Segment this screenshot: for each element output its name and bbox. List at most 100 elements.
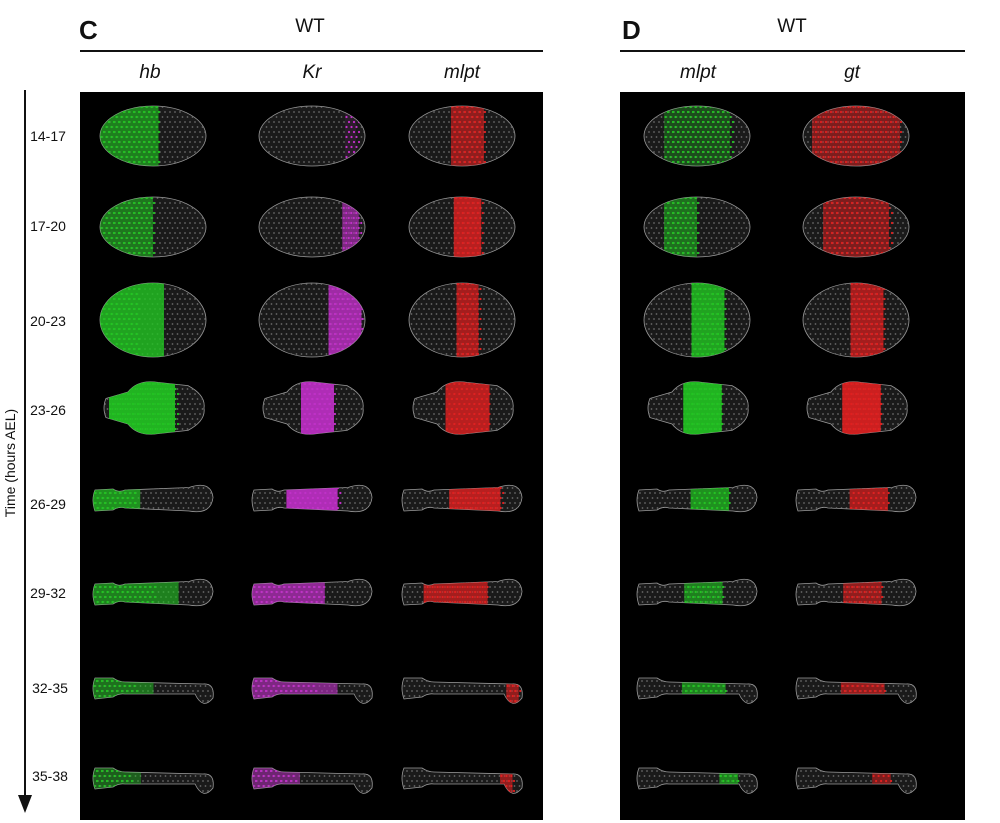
- embryo-gt-row-7: [794, 663, 919, 713]
- embryo-image: [643, 282, 751, 358]
- panel-d-letter: D: [622, 15, 641, 45]
- embryo-gt-row-2: [801, 195, 911, 259]
- panel-d-condition-title: WT: [777, 16, 807, 37]
- embryo-mlpt-row-1: [642, 104, 752, 168]
- embryo-image: [643, 105, 751, 167]
- embryo-image: [92, 677, 214, 704]
- embryo-mlpt-row-5: [633, 475, 761, 525]
- embryo-image: [795, 677, 917, 704]
- embryo-image: [99, 105, 207, 167]
- embryo-image: [92, 484, 214, 513]
- embryo-gt-row-1: [801, 104, 911, 168]
- embryo-kr-row-4: [257, 376, 367, 440]
- embryo-mlpt-row-8: [635, 753, 760, 803]
- embryo-mlpt-row-2: [407, 195, 517, 259]
- embryo-mlpt-row-5: [398, 475, 526, 525]
- panel-d-gene-label-mlpt: mlpt: [680, 62, 716, 83]
- embryo-gt-row-6: [792, 569, 920, 619]
- embryo-image: [401, 677, 523, 704]
- embryo-image: [408, 196, 516, 258]
- embryo-hb-row-5: [89, 475, 217, 525]
- embryo-image: [636, 677, 758, 704]
- embryo-image: [251, 484, 373, 513]
- embryo-image: [251, 578, 373, 607]
- embryo-mlpt-row-1: [407, 104, 517, 168]
- embryo-image: [636, 484, 758, 513]
- embryo-kr-row-6: [248, 569, 376, 619]
- embryo-hb-row-1: [98, 104, 208, 168]
- panel-c-letter: C: [79, 15, 98, 45]
- embryo-image: [258, 105, 366, 167]
- embryo-image: [92, 767, 214, 794]
- embryo-image: [643, 196, 751, 258]
- embryo-image: [251, 677, 373, 704]
- panel-c-gene-label-hb: hb: [139, 62, 161, 83]
- panel-c-condition-title: WT: [295, 16, 325, 37]
- embryo-image: [806, 381, 908, 435]
- panel-d-title-rule: [620, 50, 965, 52]
- embryo-image: [408, 282, 516, 358]
- time-label-17-20: 17-20: [30, 218, 66, 234]
- time-label-14-17: 14-17: [30, 128, 66, 144]
- embryo-image: [802, 196, 910, 258]
- embryo-image: [401, 484, 523, 513]
- embryo-gt-row-3: [801, 281, 911, 359]
- embryo-gt-row-8: [794, 753, 919, 803]
- embryo-image: [795, 767, 917, 794]
- embryo-gt-row-5: [792, 475, 920, 525]
- embryo-kr-row-5: [248, 475, 376, 525]
- embryo-kr-row-1: [257, 104, 367, 168]
- embryo-image: [802, 282, 910, 358]
- embryo-image: [401, 578, 523, 607]
- embryo-mlpt-row-4: [407, 376, 517, 440]
- embryo-image: [99, 196, 207, 258]
- embryo-mlpt-row-8: [400, 753, 525, 803]
- embryo-image: [636, 578, 758, 607]
- embryo-mlpt-row-2: [642, 195, 752, 259]
- embryo-image: [795, 484, 917, 513]
- embryo-hb-row-7: [91, 663, 216, 713]
- embryo-image: [636, 767, 758, 794]
- embryo-image: [795, 578, 917, 607]
- embryo-kr-row-3: [257, 281, 367, 359]
- embryo-image: [802, 105, 910, 167]
- embryo-image: [103, 381, 205, 435]
- time-label-35-38: 35-38: [32, 768, 68, 784]
- panel-c-title-rule: [80, 50, 543, 52]
- embryo-image: [258, 282, 366, 358]
- time-label-32-35: 32-35: [32, 680, 68, 696]
- embryo-gt-row-4: [801, 376, 911, 440]
- embryo-mlpt-row-3: [642, 281, 752, 359]
- embryo-image: [401, 767, 523, 794]
- embryo-image: [262, 381, 364, 435]
- embryo-mlpt-row-3: [407, 281, 517, 359]
- embryo-image: [408, 105, 516, 167]
- embryo-image: [258, 196, 366, 258]
- embryo-image: [251, 767, 373, 794]
- panel-c-gene-label-mlpt: mlpt: [444, 62, 480, 83]
- embryo-image: [99, 282, 207, 358]
- embryo-hb-row-4: [98, 376, 208, 440]
- embryo-image: [92, 578, 214, 607]
- embryo-hb-row-8: [91, 753, 216, 803]
- embryo-kr-row-7: [250, 663, 375, 713]
- embryo-hb-row-6: [89, 569, 217, 619]
- embryo-mlpt-row-7: [400, 663, 525, 713]
- embryo-mlpt-row-4: [642, 376, 752, 440]
- embryo-kr-row-8: [250, 753, 375, 803]
- embryo-kr-row-2: [257, 195, 367, 259]
- time-label-23-26: 23-26: [30, 402, 66, 418]
- time-label-26-29: 26-29: [30, 496, 66, 512]
- embryo-hb-row-3: [98, 281, 208, 359]
- embryo-image: [647, 381, 749, 435]
- time-axis-arrowhead: [18, 795, 32, 813]
- embryo-mlpt-row-7: [635, 663, 760, 713]
- embryo-mlpt-row-6: [398, 569, 526, 619]
- embryo-hb-row-2: [98, 195, 208, 259]
- embryo-image: [412, 381, 514, 435]
- time-label-20-23: 20-23: [30, 313, 66, 329]
- panel-c-gene-label-kr: Kr: [302, 62, 322, 83]
- time-axis-line: [24, 90, 26, 795]
- panel-d-gene-label-gt: gt: [844, 62, 860, 83]
- time-label-29-32: 29-32: [30, 585, 66, 601]
